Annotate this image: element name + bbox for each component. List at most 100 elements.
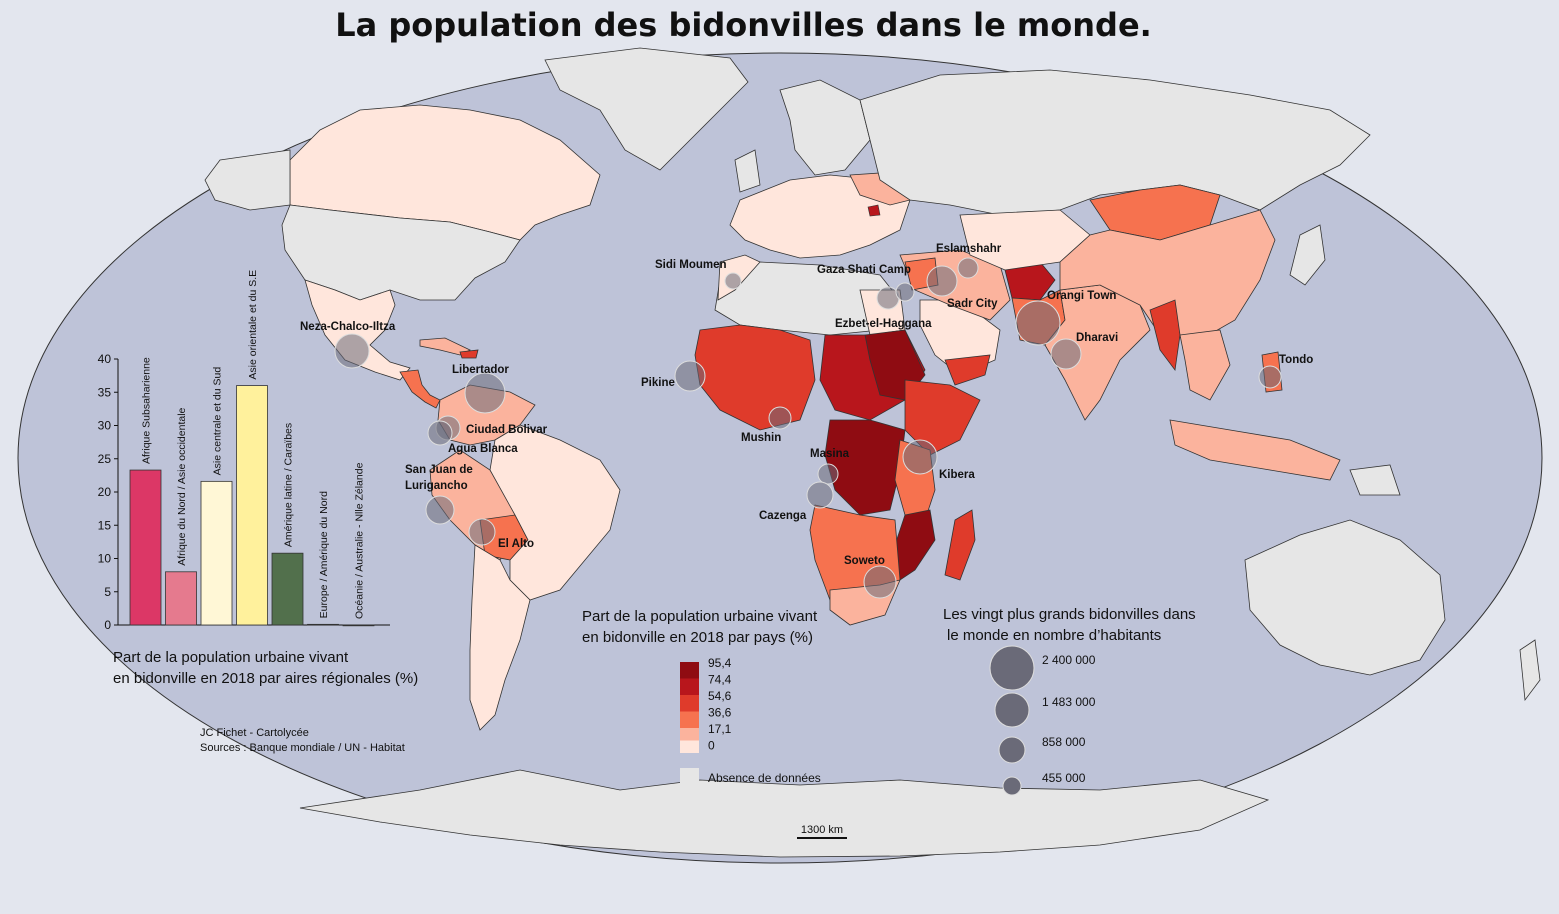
y-tick-label: 10 [98,552,112,566]
slum-bubble[interactable] [895,282,915,302]
brazil [489,424,621,601]
bar [342,624,375,627]
legend-break-label: 95,4 [708,656,732,670]
slum-bubble[interactable] [674,360,706,392]
uk [734,149,761,193]
antarctica [299,769,1270,858]
slum-label: San Juan de Lurigancho [405,464,473,492]
bar-category-label: Afrique du Nord / Asie occidentale [176,407,188,565]
no-data-label: Absence de données [708,771,821,785]
slum-bubble[interactable] [1015,300,1061,346]
bubble-legend-label: 2 400 000 [1042,653,1096,667]
credits: JC Fichet - Cartolycée Sources : Banque … [200,726,405,756]
slum-bubble[interactable] [334,333,370,369]
mexico [304,279,411,381]
alaska [204,149,291,211]
bar [271,552,304,626]
bubble-legend-circle [1002,776,1022,796]
bubble-legend-circle [994,692,1030,728]
slum-label: Orangi Town [1047,290,1116,302]
slum-bubble[interactable] [427,420,453,446]
bar-chart-caption-line1: Part de la population urbaine vivant [113,649,349,666]
slum-bubble[interactable] [768,406,792,430]
map-title: La population des bidonvilles dans le mo… [335,6,1152,44]
y-tick-label: 0 [104,618,111,632]
legend-break-label: 74,4 [708,673,732,687]
slum-bubble[interactable] [817,463,839,485]
bar-category-label: Asie orientale et du S.E [247,270,259,380]
legend-swatch [680,711,699,728]
bubble-legend-circle [998,736,1026,764]
slum-label: Agua Blanca [448,443,518,455]
china [1059,209,1276,341]
bubble-legend-label: 858 000 [1042,735,1086,749]
caribbean [419,337,471,356]
y-tick-label: 25 [98,452,112,466]
legend-break-label: 36,6 [708,706,732,720]
slum-bubbles [334,257,1282,599]
bar [236,385,268,626]
bar [129,469,162,626]
indonesia [1169,419,1341,481]
y-tick-label: 30 [98,419,112,433]
slum-bubble[interactable] [425,495,455,525]
slum-label: Kibera [939,469,975,481]
slum-bubble[interactable] [863,565,897,599]
bar-category-label: Afrique Subsaharienne [141,357,153,464]
argentina-chile [469,544,531,731]
choropleth-legend-title: Part de la population urbaine vivant en … [582,606,817,648]
regional-bar-chart: 0 5 10 15 20 25 30 35 40 Afrique Subsaharienne Afr… [98,270,390,632]
slum-label: Sidi Moumen [655,259,727,271]
legend-break-label: 0 [708,739,715,753]
legend-swatch [680,740,699,753]
legend-swatch [680,728,699,745]
slum-bubble[interactable] [1258,365,1282,389]
slum-label: Neza-Chalco-Iltza [300,321,396,333]
slum-label: Ezbet-el-Haggana [835,318,932,330]
bubble-legend-label: 1 483 000 [1042,695,1096,709]
bubble-legend: 2 400 000 1 483 000 858 000 455 000 [989,645,1096,796]
slum-bubble[interactable] [902,439,938,475]
haiti [459,349,479,359]
slum-label: Tondo [1279,354,1313,366]
slum-label: Pikine [641,377,675,389]
slum-bubble[interactable] [464,372,506,414]
slum-bubble[interactable] [957,257,979,279]
bar [200,480,233,626]
legend-swatch [680,678,699,695]
scale-bar-label: 1300 km [801,824,843,836]
choropleth-legend-title-line2: en bidonville en 2018 par pays (%) [582,629,813,646]
slum-label: El Alto [498,538,534,550]
bubble-legend-label: 455 000 [1042,771,1086,785]
myanmar [1149,299,1181,372]
bubble-legend-title-line1: Les vingt plus grands bidonvilles dans [943,606,1196,623]
legend-swatch [680,695,699,712]
slum-bubble[interactable] [1050,338,1082,370]
southeast-asia [1179,329,1231,401]
slum-bubble[interactable] [468,518,496,546]
credits-author: JC Fichet - Cartolycée [200,727,309,739]
slum-label: Cazenga [759,510,807,522]
moldova [867,204,881,217]
bar-chart-caption: Part de la population urbaine vivant en … [113,647,418,689]
bar-chart-caption-line2: en bidonville en 2018 par aires régional… [113,670,419,687]
y-tick-label: 40 [98,352,112,366]
greenland [544,47,749,171]
usa [281,204,521,301]
bubble-legend-title: Les vingt plus grands bidonvilles dans l… [943,604,1196,646]
bar-category-label: Europe / Amérique du Nord [318,491,330,618]
slum-label: Soweto [844,555,885,567]
madagascar [944,509,976,581]
slum-label: Eslamshahr [936,243,1002,255]
bar [307,623,339,626]
bar-category-label: Amérique latine / Caraïbes [283,423,295,547]
slum-bubble[interactable] [926,265,958,297]
slum-label: Masina [810,448,850,460]
bar-category-label: Asie centrale et du Sud [212,367,224,476]
slum-label: Dharavi [1076,332,1118,344]
slum-bubble[interactable] [724,272,742,290]
scandinavia [779,79,871,176]
slum-bubble[interactable] [806,481,834,509]
bar-category-label: Océanie / Australie - Nlle Zélande [354,462,366,619]
y-tick-label: 35 [98,385,112,399]
